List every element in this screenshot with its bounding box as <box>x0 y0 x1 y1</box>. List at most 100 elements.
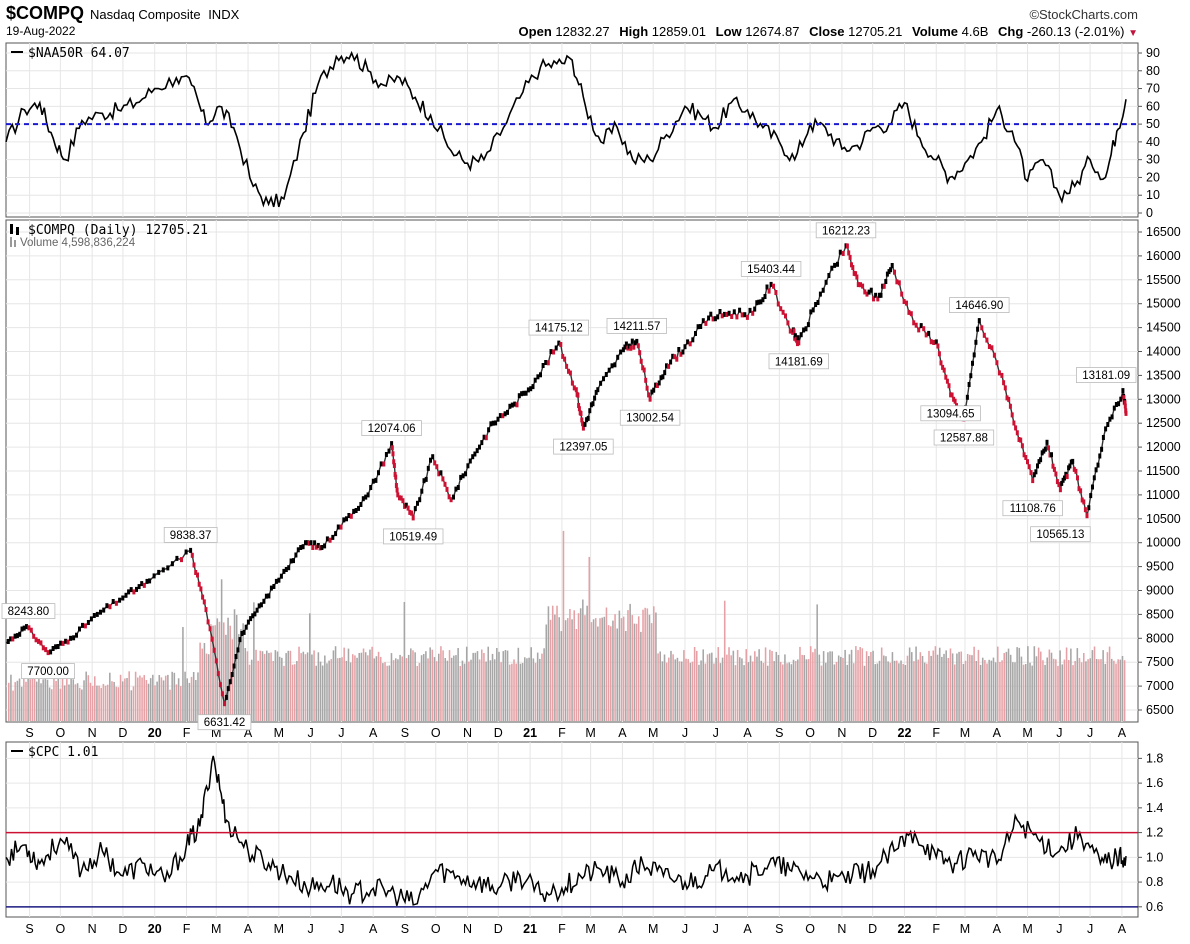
volume-bar <box>646 608 649 721</box>
volume-bar <box>1061 664 1064 721</box>
volume-bar <box>960 651 962 721</box>
y-axis-label: 12000 <box>1146 440 1181 454</box>
down-bar <box>197 581 201 587</box>
y-axis-label: 1.8 <box>1146 751 1163 765</box>
up-bar <box>517 393 521 399</box>
up-bar <box>1071 458 1075 464</box>
x-axis-label-middle: A <box>618 726 627 740</box>
up-bar <box>1094 467 1098 473</box>
volume-bar <box>812 652 814 721</box>
volume-bar <box>113 682 115 721</box>
down-bar <box>865 291 869 297</box>
x-axis-label-middle: O <box>431 726 441 740</box>
volume-bar <box>1040 651 1042 721</box>
volume-bar <box>1083 653 1085 721</box>
up-bar <box>589 402 593 408</box>
down-bar <box>443 481 447 487</box>
volume-bar <box>360 652 363 721</box>
x-axis-label-middle: D <box>118 726 127 740</box>
x-axis-label-bottom: J <box>307 922 313 936</box>
volume-bar <box>1012 662 1014 721</box>
x-axis-label-middle: M <box>1022 726 1032 740</box>
volume-bar <box>1102 650 1104 721</box>
up-bar <box>418 497 422 503</box>
stockcharts-brand[interactable]: ©StockCharts.com <box>1029 7 1138 22</box>
volume-bar <box>285 653 287 721</box>
down-bar <box>572 385 576 391</box>
x-axis-label-middle: J <box>682 726 688 740</box>
y-axis-label: 15000 <box>1146 297 1181 311</box>
price-annotation: 10565.13 <box>1036 529 1084 541</box>
up-bar <box>524 390 528 396</box>
volume-bar <box>898 663 900 721</box>
low-value: 12674.87 <box>745 24 800 39</box>
x-axis-label-bottom: O <box>431 922 441 936</box>
volume-bar <box>117 687 120 721</box>
down-bar <box>441 476 445 482</box>
y-axis-label: 90 <box>1146 46 1160 60</box>
volume-bar <box>863 665 866 721</box>
volume-bar <box>771 651 773 721</box>
volume-bar <box>403 602 406 721</box>
down-bar <box>642 367 646 373</box>
up-bar <box>659 375 663 381</box>
volume-bar <box>485 661 487 721</box>
volume-bar <box>438 653 440 721</box>
volume-bar <box>992 657 995 721</box>
volume-bar <box>1024 664 1027 721</box>
volume-bar <box>281 657 283 721</box>
y-axis-label: 0.8 <box>1146 875 1163 889</box>
down-bar <box>1051 463 1055 469</box>
down-bar <box>720 313 724 319</box>
up-bar <box>1034 469 1038 475</box>
volume-bar <box>405 658 408 721</box>
down-bar <box>515 402 519 408</box>
volume-bar <box>169 689 171 721</box>
down-bar <box>847 250 851 256</box>
volume-bar <box>343 647 345 721</box>
x-axis-label-bottom: F <box>558 922 566 936</box>
annotation-box <box>1 603 56 619</box>
down-bar <box>392 459 396 465</box>
down-bar <box>114 600 118 606</box>
up-bar <box>422 478 426 484</box>
volume-bar <box>868 656 870 721</box>
y-axis-label: 10 <box>1146 188 1160 202</box>
x-axis-label-bottom: S <box>775 922 783 936</box>
volume-bar <box>519 663 522 721</box>
x-axis-label-bottom: N <box>88 922 97 936</box>
volume-bar <box>377 651 380 721</box>
up-bar <box>838 249 842 255</box>
x-axis-label-bottom: J <box>1087 922 1093 936</box>
volume-bar <box>584 615 586 721</box>
volume-bar <box>603 616 606 721</box>
volume-bar <box>876 663 879 721</box>
down-bar <box>220 691 224 697</box>
y-axis-label: 9000 <box>1146 584 1174 598</box>
down-bar <box>212 647 216 653</box>
annotation-box <box>768 353 829 370</box>
volume-bar <box>352 654 354 721</box>
volume-bar <box>465 646 468 721</box>
down-bar <box>393 472 397 477</box>
volume-bar <box>474 652 477 721</box>
up-bar <box>366 492 370 498</box>
down-bar <box>632 344 636 350</box>
up-bar <box>267 593 271 599</box>
up-bar <box>661 374 665 380</box>
volume-bar <box>814 648 816 721</box>
volume-bar <box>1046 657 1048 721</box>
volume-bar <box>883 655 885 721</box>
volume-bar <box>246 651 249 721</box>
up-bar <box>554 345 558 351</box>
volume-bar <box>721 657 724 721</box>
x-axis-label-bottom: D <box>494 922 503 936</box>
volume-bar <box>192 672 195 721</box>
index-name: Nasdaq Composite <box>90 7 201 22</box>
volume-bar <box>708 653 711 721</box>
up-bar <box>13 633 17 639</box>
down-bar <box>37 638 40 644</box>
down-bar <box>579 411 583 416</box>
volume-bar <box>1078 658 1081 721</box>
